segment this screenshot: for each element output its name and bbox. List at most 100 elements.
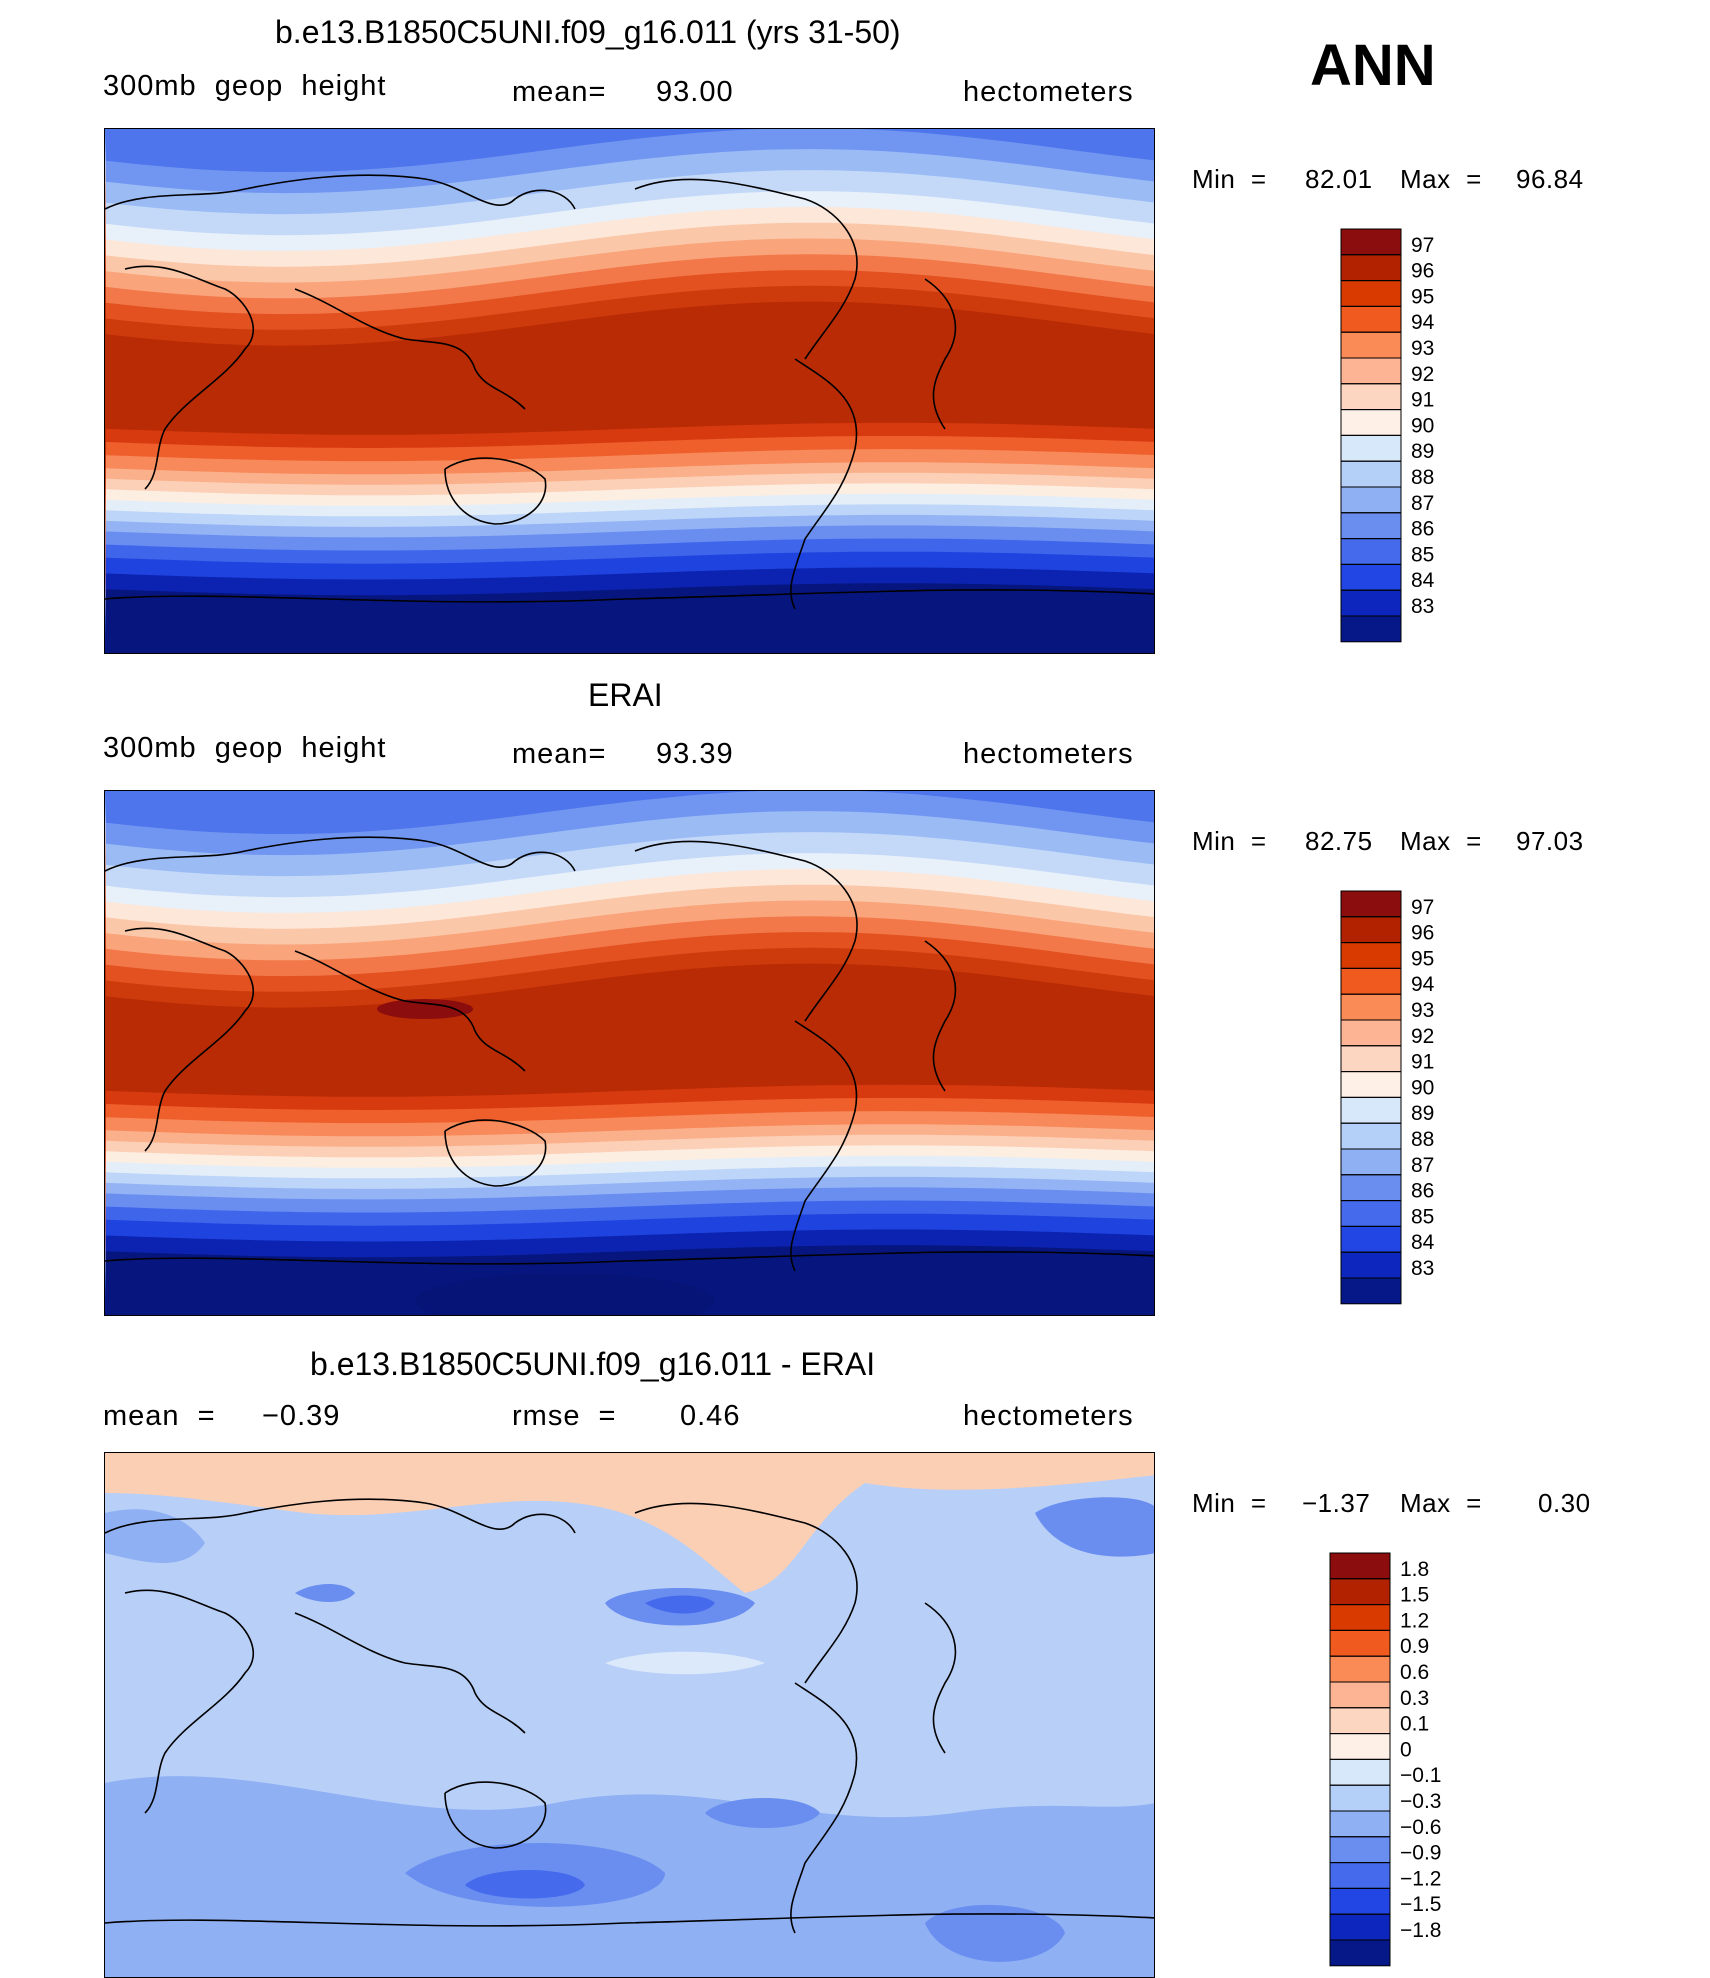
panel-1-mean-value: 93.00: [656, 76, 734, 108]
colorbar-tick-label: 0.1: [1400, 1713, 1429, 1736]
colorbar-tick-label: 0.6: [1400, 1661, 1429, 1684]
colorbar-tick-label: 94: [1411, 973, 1435, 996]
colorbar-swatch: [1329, 1887, 1391, 1915]
panel-3-rmse-label: rmse =: [512, 1400, 617, 1432]
panel-1-map: [104, 128, 1155, 654]
colorbar-swatch: [1340, 1019, 1402, 1047]
colorbar-tick-label: −0.1: [1400, 1764, 1441, 1787]
panel-2-min-value: 82.75: [1305, 826, 1373, 856]
colorbar-tick-label: 93: [1411, 337, 1434, 360]
season-label: ANN: [1310, 33, 1436, 98]
colorbar-swatch: [1340, 1148, 1402, 1176]
panel-2-mean-value: 93.39: [656, 738, 734, 770]
panel-1-min-value: 82.01: [1305, 164, 1373, 194]
colorbar-swatch: [1340, 383, 1402, 411]
colorbar-swatch: [1340, 1071, 1402, 1098]
colorbar-swatch: [1340, 228, 1402, 256]
colorbar-tick-label: −1.8: [1400, 1919, 1441, 1942]
colorbar-tick-label: 83: [1411, 595, 1434, 618]
colorbar-swatch: [1340, 331, 1402, 359]
colorbar-swatch: [1340, 615, 1402, 643]
panel-1-mean-label: mean=: [512, 76, 607, 108]
colorbar-tick-label: −0.6: [1400, 1816, 1441, 1839]
panel-2-units: hectometers: [963, 738, 1134, 770]
panel-3-min-value: −1.37: [1302, 1488, 1371, 1518]
panel-3-max-value: 0.30: [1538, 1488, 1591, 1518]
colorbar-swatch: [1340, 589, 1402, 617]
colorbar-swatch: [1340, 1200, 1402, 1227]
colorbar-tick-label: 94: [1411, 311, 1435, 334]
panel-3-rmse-value: 0.46: [680, 1400, 741, 1432]
colorbar-tick-label: 85: [1411, 543, 1434, 566]
colorbar-tick-label: −1.2: [1400, 1867, 1441, 1890]
colorbar-tick-label: 84: [1411, 1231, 1435, 1254]
colorbar-tick-label: 96: [1411, 922, 1434, 945]
colorbar-tick-label: 92: [1411, 1025, 1434, 1048]
colorbar-swatch: [1340, 538, 1402, 565]
colorbar-swatch: [1329, 1707, 1391, 1735]
colorbar-tick-label: 0.3: [1400, 1687, 1429, 1710]
colorbar-tick-label: 97: [1411, 234, 1434, 257]
colorbar-swatch: [1340, 890, 1402, 918]
colorbar-swatch: [1329, 1655, 1391, 1683]
colorbar-tick-label: 86: [1411, 1180, 1434, 1203]
colorbar-swatch: [1340, 486, 1402, 514]
colorbar-tick-label: 1.5: [1400, 1584, 1429, 1607]
colorbar-swatch: [1340, 280, 1402, 307]
colorbar-tick-label: 88: [1411, 466, 1434, 489]
colorbar-tick-label: 86: [1411, 518, 1434, 541]
panel-2-variable: 300mb geop height: [103, 732, 387, 764]
panel-1-title: b.e13.B1850C5UNI.f09_g16.011 (yrs 31-50): [275, 14, 901, 50]
panel-3-mean-label: mean =: [103, 1400, 216, 1432]
panel-3-min-label: Min =: [1192, 1488, 1267, 1518]
colorbar-tick-label: 92: [1411, 363, 1434, 386]
panel-2-mean-label: mean=: [512, 738, 607, 770]
panel-2-max-label: Max =: [1400, 826, 1482, 856]
colorbar-tick-label: 97: [1411, 896, 1434, 919]
colorbar-swatch: [1340, 512, 1402, 540]
colorbar-swatch: [1340, 357, 1402, 385]
colorbar-swatch: [1340, 409, 1402, 436]
panel-3-units: hectometers: [963, 1400, 1134, 1432]
colorbar-tick-label: 89: [1411, 440, 1434, 463]
colorbar-tick-label: 95: [1411, 947, 1434, 970]
colorbar-swatch: [1329, 1758, 1391, 1786]
panel-3-max-label: Max =: [1400, 1488, 1482, 1518]
panel-3-mean-value: −0.39: [262, 1400, 341, 1432]
colorbar-swatch: [1340, 460, 1402, 488]
panel-3-colorbar: 1.81.51.20.90.60.30.10−0.1−0.3−0.6−0.9−1…: [1329, 1552, 1441, 1967]
colorbar-swatch: [1329, 1810, 1391, 1838]
panel-2-min-label: Min =: [1192, 826, 1267, 856]
colorbar-swatch: [1340, 434, 1402, 462]
colorbar-swatch: [1340, 942, 1402, 969]
panel-1-variable: 300mb geop height: [103, 70, 387, 102]
colorbar-swatch: [1340, 1122, 1402, 1150]
panel-2-max-value: 97.03: [1516, 826, 1584, 856]
colorbar-tick-label: 87: [1411, 492, 1434, 515]
colorbar-swatch: [1340, 563, 1402, 591]
colorbar-swatch: [1340, 1251, 1402, 1279]
colorbar-tick-label: 85: [1411, 1205, 1434, 1228]
colorbar-swatch: [1329, 1552, 1391, 1580]
colorbar-swatch: [1340, 1096, 1402, 1124]
colorbar-swatch: [1340, 254, 1402, 282]
panel-1-min-label: Min =: [1192, 164, 1267, 194]
panel-2-map: [104, 790, 1155, 1316]
colorbar-tick-label: 83: [1411, 1257, 1434, 1280]
colorbar-tick-label: 0.9: [1400, 1635, 1429, 1658]
panel-3-map: [104, 1452, 1155, 1978]
colorbar-tick-label: −0.9: [1400, 1842, 1441, 1865]
colorbar-tick-label: 1.8: [1400, 1558, 1429, 1581]
colorbar-swatch: [1340, 1225, 1402, 1253]
colorbar-swatch: [1340, 993, 1402, 1021]
colorbar-tick-label: 93: [1411, 999, 1434, 1022]
colorbar-tick-label: −0.3: [1400, 1790, 1441, 1813]
colorbar-swatch: [1329, 1939, 1391, 1967]
colorbar-swatch: [1329, 1862, 1391, 1889]
colorbar-swatch: [1329, 1836, 1391, 1864]
colorbar-tick-label: 91: [1411, 389, 1434, 412]
colorbar-swatch: [1329, 1629, 1391, 1657]
colorbar-tick-label: −1.5: [1400, 1893, 1441, 1916]
colorbar-swatch: [1340, 967, 1402, 995]
